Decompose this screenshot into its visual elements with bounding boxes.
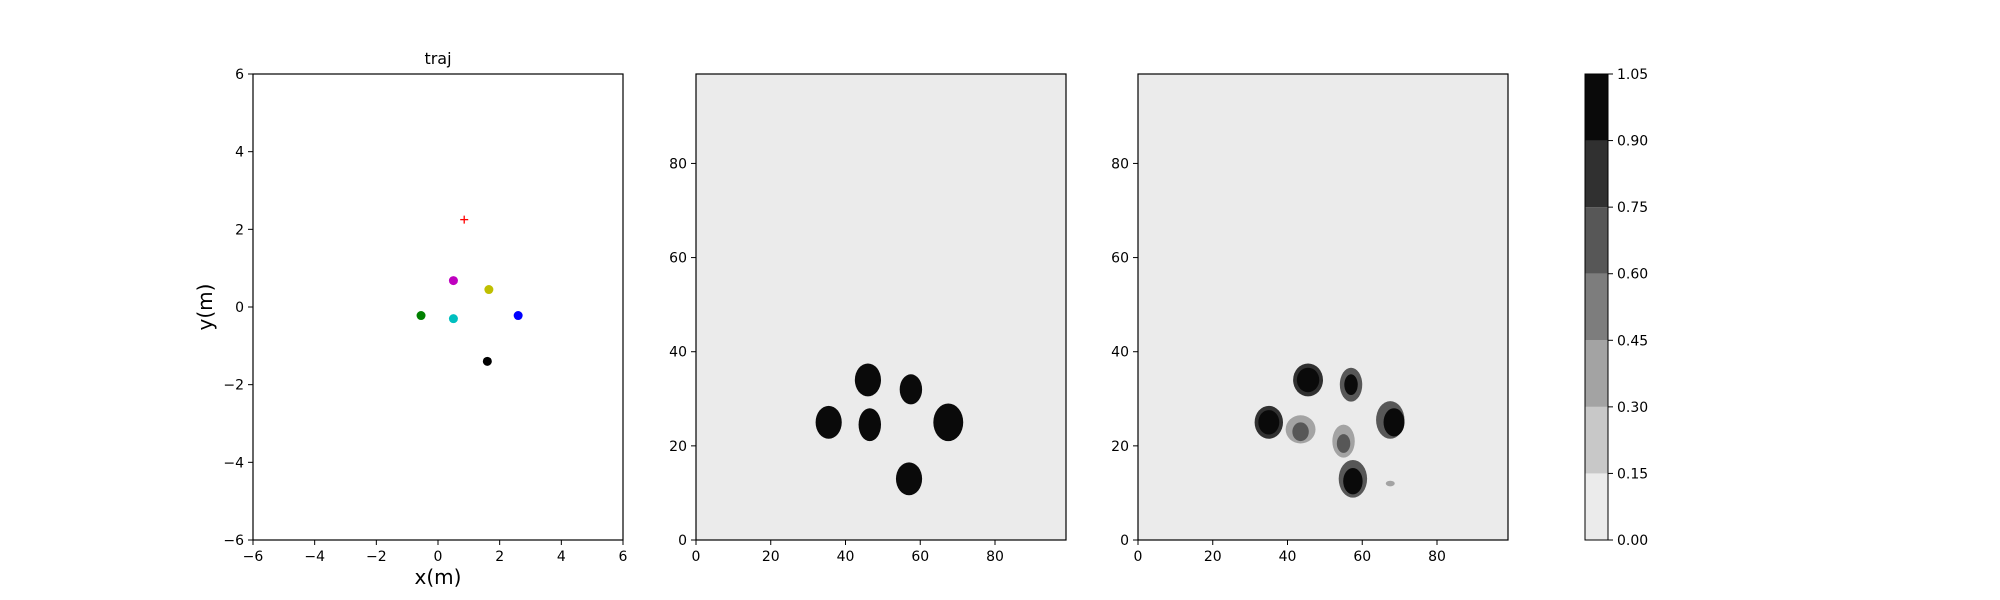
heatmap-2-y-tick-label: 20 — [1111, 439, 1129, 455]
traj-y-tick-label: 6 — [235, 67, 244, 83]
heatmap-2-blob — [1385, 480, 1395, 487]
agent-point — [482, 356, 492, 366]
heatmap-2-blob — [1383, 408, 1405, 437]
traj-title: traj — [424, 49, 451, 68]
heatmap-2-x-tick-label: 40 — [1279, 549, 1297, 565]
heatmap-2-blob — [1292, 422, 1309, 442]
traj-x-tick-label: −2 — [366, 549, 387, 565]
heatmap-2-blob — [1336, 434, 1351, 453]
agent-point — [448, 276, 458, 286]
colorbar-ticks: 0.00 0.15 0.30 0.45 0.60 0.75 0.90 1.05 — [1608, 67, 1648, 549]
agent-point — [448, 314, 458, 324]
heatmap-1-x-ticks: 0 20 40 60 80 — [692, 540, 1004, 565]
colorbar-tick-label: 0.15 — [1617, 466, 1648, 482]
colorbar-band — [1585, 340, 1608, 407]
traj-panel: traj x(m) y(m) −6 −4 −2 0 2 4 6 −6 −4 −2 0 2 4 6 — [193, 49, 628, 589]
colorbar-tick-label: 0.75 — [1617, 200, 1648, 216]
traj-y-tick-label: 0 — [235, 300, 244, 316]
agent-point — [484, 285, 494, 295]
heatmap-1-x-tick-label: 80 — [986, 549, 1004, 565]
heatmap-1-frame — [695, 73, 1067, 541]
heatmap-2-blob — [1344, 374, 1358, 396]
colorbar-tick-label: 0.30 — [1617, 400, 1648, 416]
traj-plot-frame — [252, 73, 624, 541]
traj-x-axis-label: x(m) — [415, 565, 462, 589]
traj-points — [416, 215, 523, 366]
traj-y-tick-label: −2 — [223, 378, 244, 394]
colorbar-tick-label: 0.00 — [1617, 533, 1648, 549]
heatmap-1-blob — [854, 363, 881, 397]
heatmap-2-y-tick-label: 60 — [1111, 251, 1129, 267]
heatmap-1-blob — [858, 408, 882, 442]
heatmap-2-blob — [1296, 367, 1320, 393]
colorbar-frame — [1584, 73, 1609, 541]
colorbar: 0.00 0.15 0.30 0.45 0.60 0.75 0.90 1.05 — [1584, 67, 1648, 549]
heatmap-1-background — [696, 74, 1066, 540]
agent-point — [416, 311, 426, 321]
heatmap-1-y-tick-label: 40 — [669, 345, 687, 361]
heatmap-1-y-tick-label: 60 — [669, 251, 687, 267]
traj-x-tick-label: −6 — [243, 549, 264, 565]
traj-y-tick-label: −6 — [223, 533, 244, 549]
heatmap-1-x-tick-label: 60 — [911, 549, 929, 565]
traj-x-tick-label: 4 — [557, 549, 566, 565]
heatmap-2-blob — [1343, 467, 1363, 495]
heatmap-2-blobs — [1254, 363, 1405, 498]
traj-y-tick-label: 4 — [235, 145, 244, 161]
heatmap-2-x-ticks: 0 20 40 60 80 — [1134, 540, 1446, 565]
heatmap-2-y-tick-label: 0 — [1120, 533, 1129, 549]
heatmap-1-blobs — [815, 363, 964, 496]
colorbar-tick-label: 1.05 — [1617, 67, 1648, 83]
heatmap-2-y-tick-label: 40 — [1111, 345, 1129, 361]
traj-x-tick-label: 6 — [619, 549, 628, 565]
traj-y-axis-label: y(m) — [193, 284, 217, 331]
heatmap-1-x-tick-label: 20 — [762, 549, 780, 565]
colorbar-band — [1585, 207, 1608, 274]
colorbar-tick-label: 0.90 — [1617, 134, 1648, 150]
colorbar-band — [1585, 140, 1608, 208]
heatmap-1-y-ticks: 0 20 40 60 80 — [669, 156, 696, 549]
heatmap-2-blob — [1258, 410, 1280, 435]
heatmap-panel-2: 0 20 40 60 80 0 20 40 60 80 — [1111, 73, 1509, 565]
heatmap-1-x-tick-label: 40 — [837, 549, 855, 565]
heatmap-2-frame — [1137, 73, 1509, 541]
traj-x-tick-label: 2 — [495, 549, 504, 565]
heatmap-2-x-tick-label: 0 — [1134, 549, 1143, 565]
heatmap-2-y-tick-label: 80 — [1111, 156, 1129, 172]
heatmap-1-y-tick-label: 80 — [669, 156, 687, 172]
colorbar-tick-label: 0.60 — [1617, 267, 1648, 283]
heatmap-1-x-tick-label: 0 — [692, 549, 701, 565]
heatmap-1-y-tick-label: 20 — [669, 439, 687, 455]
traj-y-tick-label: 2 — [235, 222, 244, 238]
heatmap-1-y-tick-label: 0 — [678, 533, 687, 549]
heatmap-1-blob — [899, 374, 923, 405]
traj-y-ticks: −6 −4 −2 0 2 4 6 — [223, 67, 253, 549]
traj-x-tick-label: 0 — [434, 549, 443, 565]
colorbar-bands — [1585, 74, 1608, 540]
heatmap-1-blob — [895, 462, 923, 496]
heatmap-panel-1: 0 20 40 60 80 0 20 40 60 80 — [669, 73, 1067, 565]
colorbar-band — [1585, 473, 1608, 540]
colorbar-band — [1585, 273, 1608, 341]
heatmap-2-x-tick-label: 60 — [1353, 549, 1371, 565]
agent-point — [513, 311, 523, 321]
heatmap-2-y-ticks: 0 20 40 60 80 — [1111, 156, 1138, 549]
heatmap-2-x-tick-label: 80 — [1428, 549, 1446, 565]
traj-y-tick-label: −4 — [223, 455, 244, 471]
traj-x-ticks: −6 −4 −2 0 2 4 6 — [243, 540, 628, 565]
heatmap-2-background — [1138, 74, 1508, 540]
heatmap-1-blob — [933, 403, 964, 442]
colorbar-band — [1585, 74, 1608, 141]
colorbar-band — [1585, 406, 1608, 474]
colorbar-tick-label: 0.45 — [1617, 333, 1648, 349]
target-plus-marker — [460, 215, 469, 224]
heatmap-1-blob — [815, 405, 842, 439]
traj-x-tick-label: −4 — [304, 549, 325, 565]
heatmap-2-x-tick-label: 20 — [1204, 549, 1222, 565]
